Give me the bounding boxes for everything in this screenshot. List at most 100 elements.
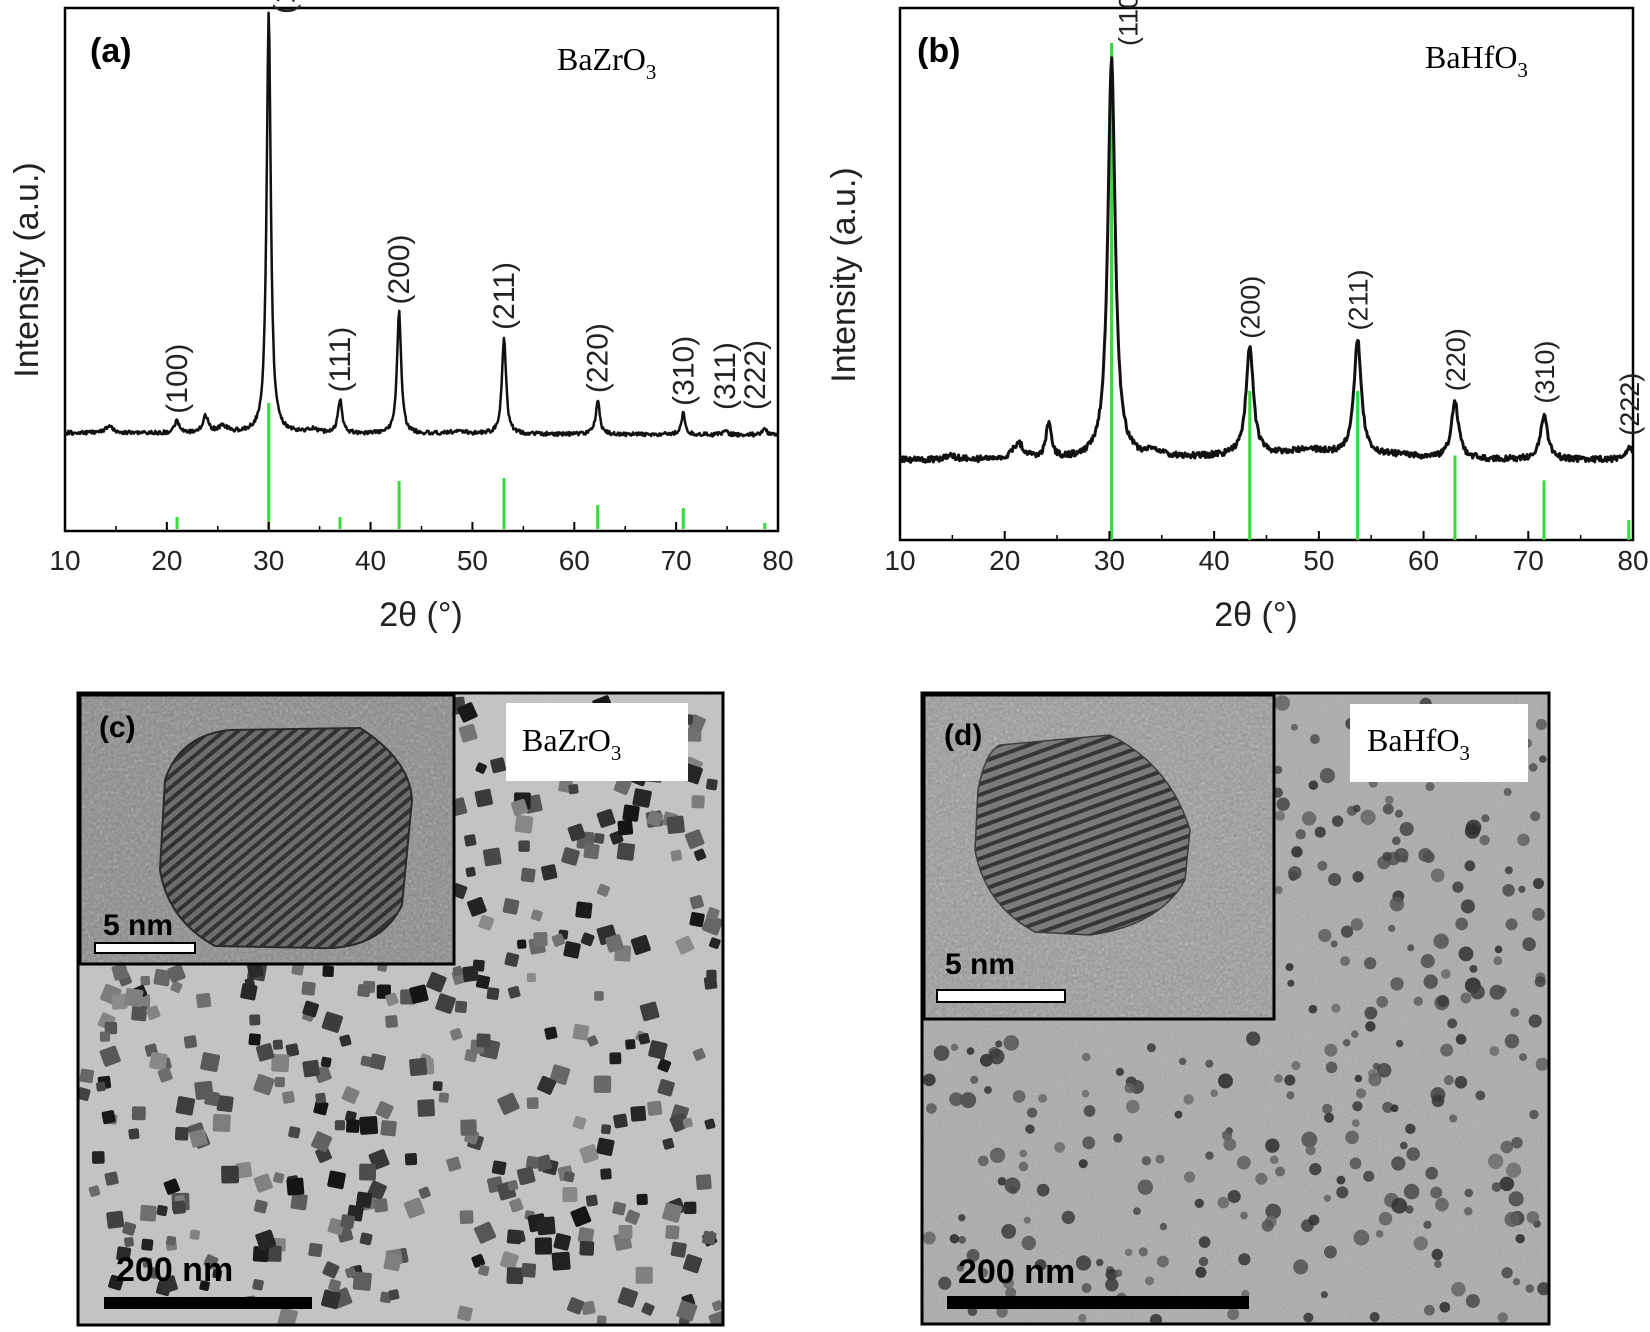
nanoparticle	[526, 1097, 539, 1109]
nanoparticle	[1144, 1276, 1155, 1286]
nanoparticle	[1353, 1229, 1370, 1246]
nanoparticle	[1217, 1196, 1230, 1209]
nanoparticle	[1183, 1094, 1194, 1105]
nanoparticle	[108, 1274, 124, 1291]
nanoparticle	[1322, 1103, 1333, 1115]
nanoparticle	[1236, 1155, 1251, 1170]
nanoparticle	[630, 934, 651, 955]
panel-c-nanoparticles	[79, 695, 722, 1324]
nanoparticle	[369, 1053, 386, 1071]
nanoparticle	[923, 1073, 936, 1087]
nanoparticle	[1418, 848, 1433, 862]
nanoparticle	[1174, 1110, 1183, 1119]
nanoparticle	[535, 1154, 553, 1172]
nanoparticle	[1323, 1245, 1337, 1259]
nanoparticle	[265, 1245, 282, 1262]
nanoparticle	[1376, 996, 1389, 1008]
nanoparticle	[478, 1264, 490, 1277]
nanoparticle	[1309, 734, 1320, 745]
panel-c-frame	[76, 691, 725, 1327]
nanoparticle	[426, 971, 447, 993]
nanoparticle	[682, 1254, 703, 1274]
nanoparticle	[471, 1253, 486, 1268]
nanoparticle	[1324, 1043, 1338, 1057]
panel-a-reference-lines	[175, 403, 767, 529]
nanoparticle	[709, 937, 721, 950]
nanoparticle	[613, 777, 632, 795]
nanoparticle	[596, 1137, 615, 1157]
nanoparticle	[695, 1174, 712, 1191]
nanoparticle	[1433, 933, 1449, 949]
nanoparticle	[327, 1217, 345, 1236]
nanoparticle	[1378, 1211, 1393, 1226]
nanoparticle	[596, 883, 611, 897]
nanoparticle	[1511, 1136, 1523, 1149]
nanoparticle	[1425, 782, 1435, 792]
nanoparticle	[1285, 963, 1294, 972]
nanoparticle	[235, 1161, 253, 1179]
nanoparticle	[189, 1229, 200, 1240]
nanoparticle	[359, 1116, 379, 1135]
nanoparticle	[977, 1155, 989, 1167]
nanoparticle	[1178, 1057, 1187, 1066]
nanoparticle	[632, 788, 652, 808]
nanoparticle	[1454, 1075, 1468, 1089]
nanoparticle	[1512, 1278, 1521, 1286]
nanoparticle	[375, 1101, 394, 1120]
nanoparticle	[301, 981, 316, 996]
panel-d-scale-label: 200 nm	[958, 1253, 1075, 1291]
nanoparticle	[1036, 1183, 1050, 1197]
nanoparticle	[983, 1086, 992, 1094]
nanoparticle	[156, 1204, 168, 1217]
nanoparticle	[665, 1225, 680, 1240]
nanoparticle	[288, 1126, 301, 1139]
nanoparticle	[1352, 804, 1361, 813]
nanoparticle	[682, 1117, 693, 1128]
nanoparticle	[149, 1052, 168, 1071]
nanoparticle	[563, 1171, 575, 1183]
nanoparticle	[1349, 1157, 1362, 1170]
nanoparticle	[1342, 1038, 1351, 1047]
nanoparticle	[666, 815, 685, 835]
nanoparticle	[253, 1073, 275, 1096]
nanoparticle	[486, 987, 500, 1000]
nanoparticle	[701, 914, 722, 936]
nanoparticle	[1274, 695, 1290, 711]
nanoparticle	[1506, 1162, 1522, 1178]
nanoparticle	[995, 1040, 1003, 1048]
nanoparticle	[139, 1204, 157, 1222]
nanoparticle	[1537, 1282, 1548, 1296]
nanoparticle	[286, 1177, 305, 1196]
nanoparticle	[96, 1081, 106, 1092]
nanoparticle	[311, 1131, 333, 1153]
nanoparticle	[321, 1289, 341, 1310]
nanoparticle	[1528, 763, 1538, 772]
nanoparticle	[140, 975, 151, 986]
nanoparticle	[467, 896, 487, 917]
nanoparticle	[1458, 946, 1474, 962]
panel-d-scale-bar	[947, 1296, 1249, 1309]
nanoparticle	[435, 993, 456, 1014]
nanoparticle	[1038, 1093, 1048, 1103]
nanoparticle	[1324, 1112, 1334, 1123]
nanoparticle	[1504, 866, 1513, 875]
nanoparticle	[1124, 1248, 1133, 1257]
nanoparticle	[1328, 872, 1342, 887]
nanoparticle	[675, 935, 695, 955]
nanoparticle	[116, 1246, 132, 1262]
nanoparticle	[175, 1096, 196, 1116]
nanoparticle	[926, 1103, 937, 1114]
nanoparticle	[1526, 1211, 1540, 1224]
nanoparticle	[1026, 1107, 1038, 1118]
nanoparticle	[454, 1000, 468, 1013]
nanoparticle	[549, 1064, 571, 1085]
nanoparticle	[141, 1238, 154, 1251]
nanoparticle	[302, 1000, 319, 1018]
nanoparticle	[1517, 833, 1530, 847]
nanoparticle	[1390, 1104, 1399, 1113]
nanoparticle	[380, 1291, 392, 1304]
nanoparticle	[966, 1248, 980, 1262]
nanoparticle	[128, 1128, 140, 1140]
nanoparticle	[657, 1079, 675, 1097]
nanoparticle	[1464, 860, 1476, 872]
